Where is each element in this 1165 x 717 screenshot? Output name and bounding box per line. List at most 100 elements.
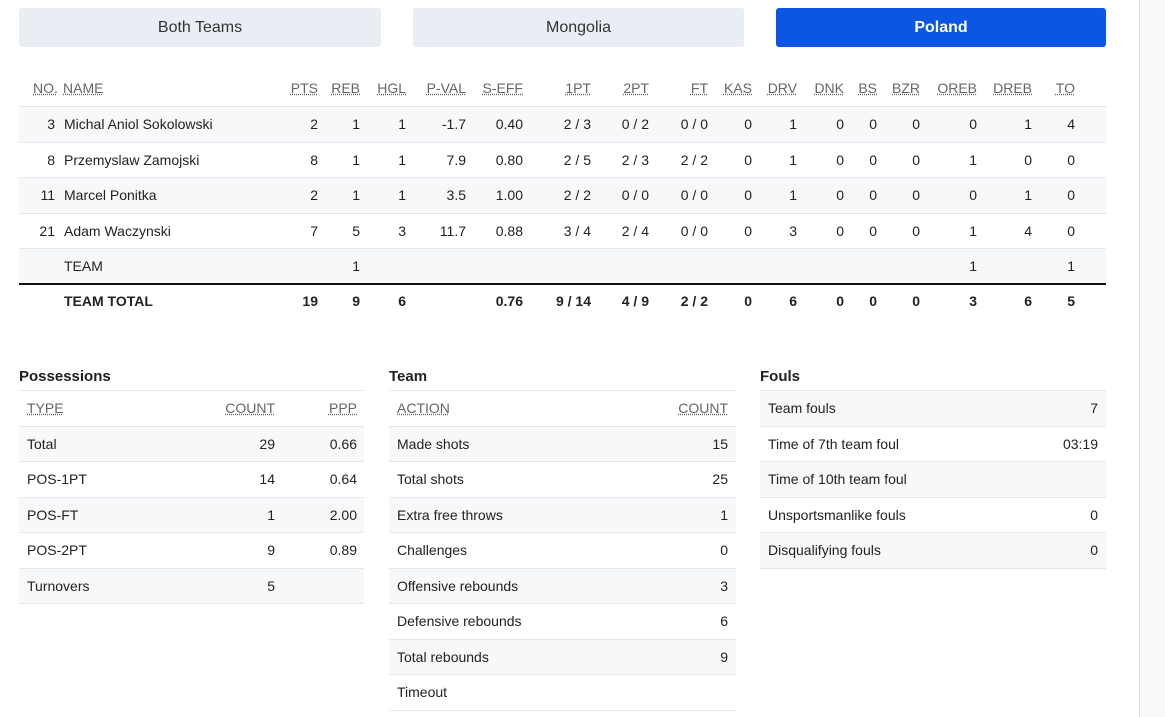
player-row bbox=[19, 107, 1106, 143]
total-cell: 9 bbox=[352, 293, 360, 309]
total-cell: 9 / 14 bbox=[555, 293, 591, 309]
panel-cell: 1 bbox=[267, 506, 275, 523]
stat-cell: 0 bbox=[836, 222, 844, 239]
total-cell: 0 bbox=[912, 293, 920, 309]
team-tab[interactable]: Poland bbox=[776, 8, 1106, 47]
stat-cell: 0 / 2 bbox=[621, 116, 649, 132]
total-cell: TEAM TOTAL bbox=[64, 293, 153, 309]
panel-title: Fouls bbox=[760, 368, 800, 385]
panel-cell: 14 bbox=[259, 471, 275, 487]
panel-cell: 3 bbox=[720, 577, 728, 594]
panel-title: Team bbox=[389, 368, 428, 385]
scrollbar bbox=[1139, 0, 1165, 717]
panel-cell: 29 bbox=[259, 435, 275, 452]
player-row bbox=[19, 143, 1106, 178]
stat-cell: Michal Aniol Sokolowski bbox=[64, 116, 213, 132]
panel-cell: 03:19 bbox=[1062, 435, 1098, 452]
panel-row bbox=[760, 427, 1106, 462]
stat-cell: 0 bbox=[869, 116, 877, 132]
column-header: DRV bbox=[767, 80, 797, 96]
stat-cell: 11 bbox=[40, 187, 55, 203]
panel-cell: 15 bbox=[712, 435, 728, 452]
stat-cell: 3 bbox=[789, 222, 797, 239]
stat-cell: 1 bbox=[1024, 187, 1032, 203]
stat-cell: 0 bbox=[969, 187, 977, 203]
stat-cell: 3 bbox=[47, 116, 55, 132]
panel-row bbox=[389, 533, 736, 569]
stat-cell: 7 bbox=[310, 222, 318, 239]
column-header: REB bbox=[331, 80, 360, 96]
stat-cell: Adam Waczynski bbox=[64, 222, 171, 239]
panel-row bbox=[19, 533, 364, 569]
stat-cell: 0 bbox=[1067, 151, 1075, 168]
column-header: DNK bbox=[814, 80, 844, 96]
column-header: TO bbox=[1055, 80, 1075, 96]
panel-cell: 5 bbox=[267, 577, 275, 594]
stat-cell: 8 bbox=[47, 151, 55, 168]
stat-cell: 0 / 0 bbox=[680, 187, 708, 203]
panel-row bbox=[389, 497, 736, 533]
column-header: ACTION bbox=[397, 400, 450, 416]
stat-cell: 0 / 0 bbox=[680, 116, 708, 132]
team-tab[interactable]: Both Teams bbox=[19, 8, 381, 47]
stat-cell: 2 / 2 bbox=[563, 187, 591, 203]
column-header: PTS bbox=[290, 80, 318, 96]
stat-cell: 0 bbox=[912, 151, 920, 168]
panel-cell: Team fouls bbox=[768, 400, 836, 416]
panel-top-border bbox=[760, 390, 1106, 391]
stat-cell: 4 bbox=[1067, 116, 1075, 132]
stat-cell: 0 bbox=[836, 187, 844, 203]
stat-cell: 2 / 2 bbox=[680, 151, 708, 168]
column-header: P-VAL bbox=[426, 80, 466, 96]
column-header: KAS bbox=[723, 80, 752, 96]
column-header: PPP bbox=[328, 400, 357, 416]
stat-cell: 0 bbox=[744, 151, 752, 168]
stat-cell: 0 bbox=[869, 151, 877, 168]
total-cell: 6 bbox=[789, 293, 797, 309]
panel-cell: Disqualifying fouls bbox=[768, 542, 881, 558]
stat-cell: 0.88 bbox=[495, 222, 523, 239]
column-header: TYPE bbox=[27, 400, 64, 416]
stat-cell: 1 bbox=[352, 187, 360, 203]
panel-row bbox=[760, 533, 1106, 569]
stat-cell: -1.7 bbox=[441, 116, 466, 132]
column-header: BZR bbox=[892, 80, 920, 96]
stat-cell: 2 bbox=[310, 116, 318, 132]
stat-cell: 1 bbox=[969, 151, 977, 168]
stat-cell: 1 bbox=[789, 187, 797, 203]
stat-cell: 0 bbox=[1024, 151, 1032, 168]
stat-cell: Marcel Ponitka bbox=[64, 187, 157, 203]
panel-title: Possessions bbox=[19, 368, 111, 385]
team-tab[interactable]: Mongolia bbox=[413, 8, 744, 47]
total-cell: 0.76 bbox=[495, 293, 523, 309]
header-row-border bbox=[19, 106, 1106, 107]
column-header: COUNT bbox=[678, 400, 728, 416]
total-cell: 19 bbox=[302, 293, 318, 309]
column-header: S-EFF bbox=[482, 80, 523, 96]
panel-cell: Offensive rebounds bbox=[397, 577, 519, 594]
stat-cell: 0 bbox=[912, 187, 920, 203]
stat-cell: TEAM bbox=[64, 258, 103, 274]
stat-cell: 7.9 bbox=[446, 151, 466, 168]
panel-row bbox=[389, 639, 736, 675]
stat-cell: 0 bbox=[912, 222, 920, 239]
panel-cell: Time of 7th team foul bbox=[768, 435, 899, 452]
panel-cell: Defensive rebounds bbox=[397, 613, 522, 629]
panel-cell: Timeout bbox=[397, 684, 448, 700]
panel-row bbox=[389, 604, 736, 640]
panel-cell: 2.00 bbox=[329, 506, 357, 523]
stat-cell: 0.40 bbox=[495, 116, 523, 132]
panel-cell: POS-2PT bbox=[27, 542, 87, 558]
column-header: 1PT bbox=[565, 80, 591, 96]
column-header: FT bbox=[690, 80, 708, 96]
panel-row bbox=[19, 426, 364, 462]
stat-cell: 1 bbox=[352, 258, 360, 274]
total-cell: 6 bbox=[1024, 293, 1032, 309]
panel-cell: 9 bbox=[267, 542, 275, 558]
column-header: DREB bbox=[993, 80, 1032, 96]
total-divider bbox=[19, 283, 1106, 285]
panel-row bbox=[760, 498, 1106, 533]
panel-cell: 25 bbox=[712, 471, 728, 487]
panel-cell: Time of 10th team foul bbox=[768, 471, 907, 487]
panel-cell: POS-FT bbox=[27, 506, 79, 523]
